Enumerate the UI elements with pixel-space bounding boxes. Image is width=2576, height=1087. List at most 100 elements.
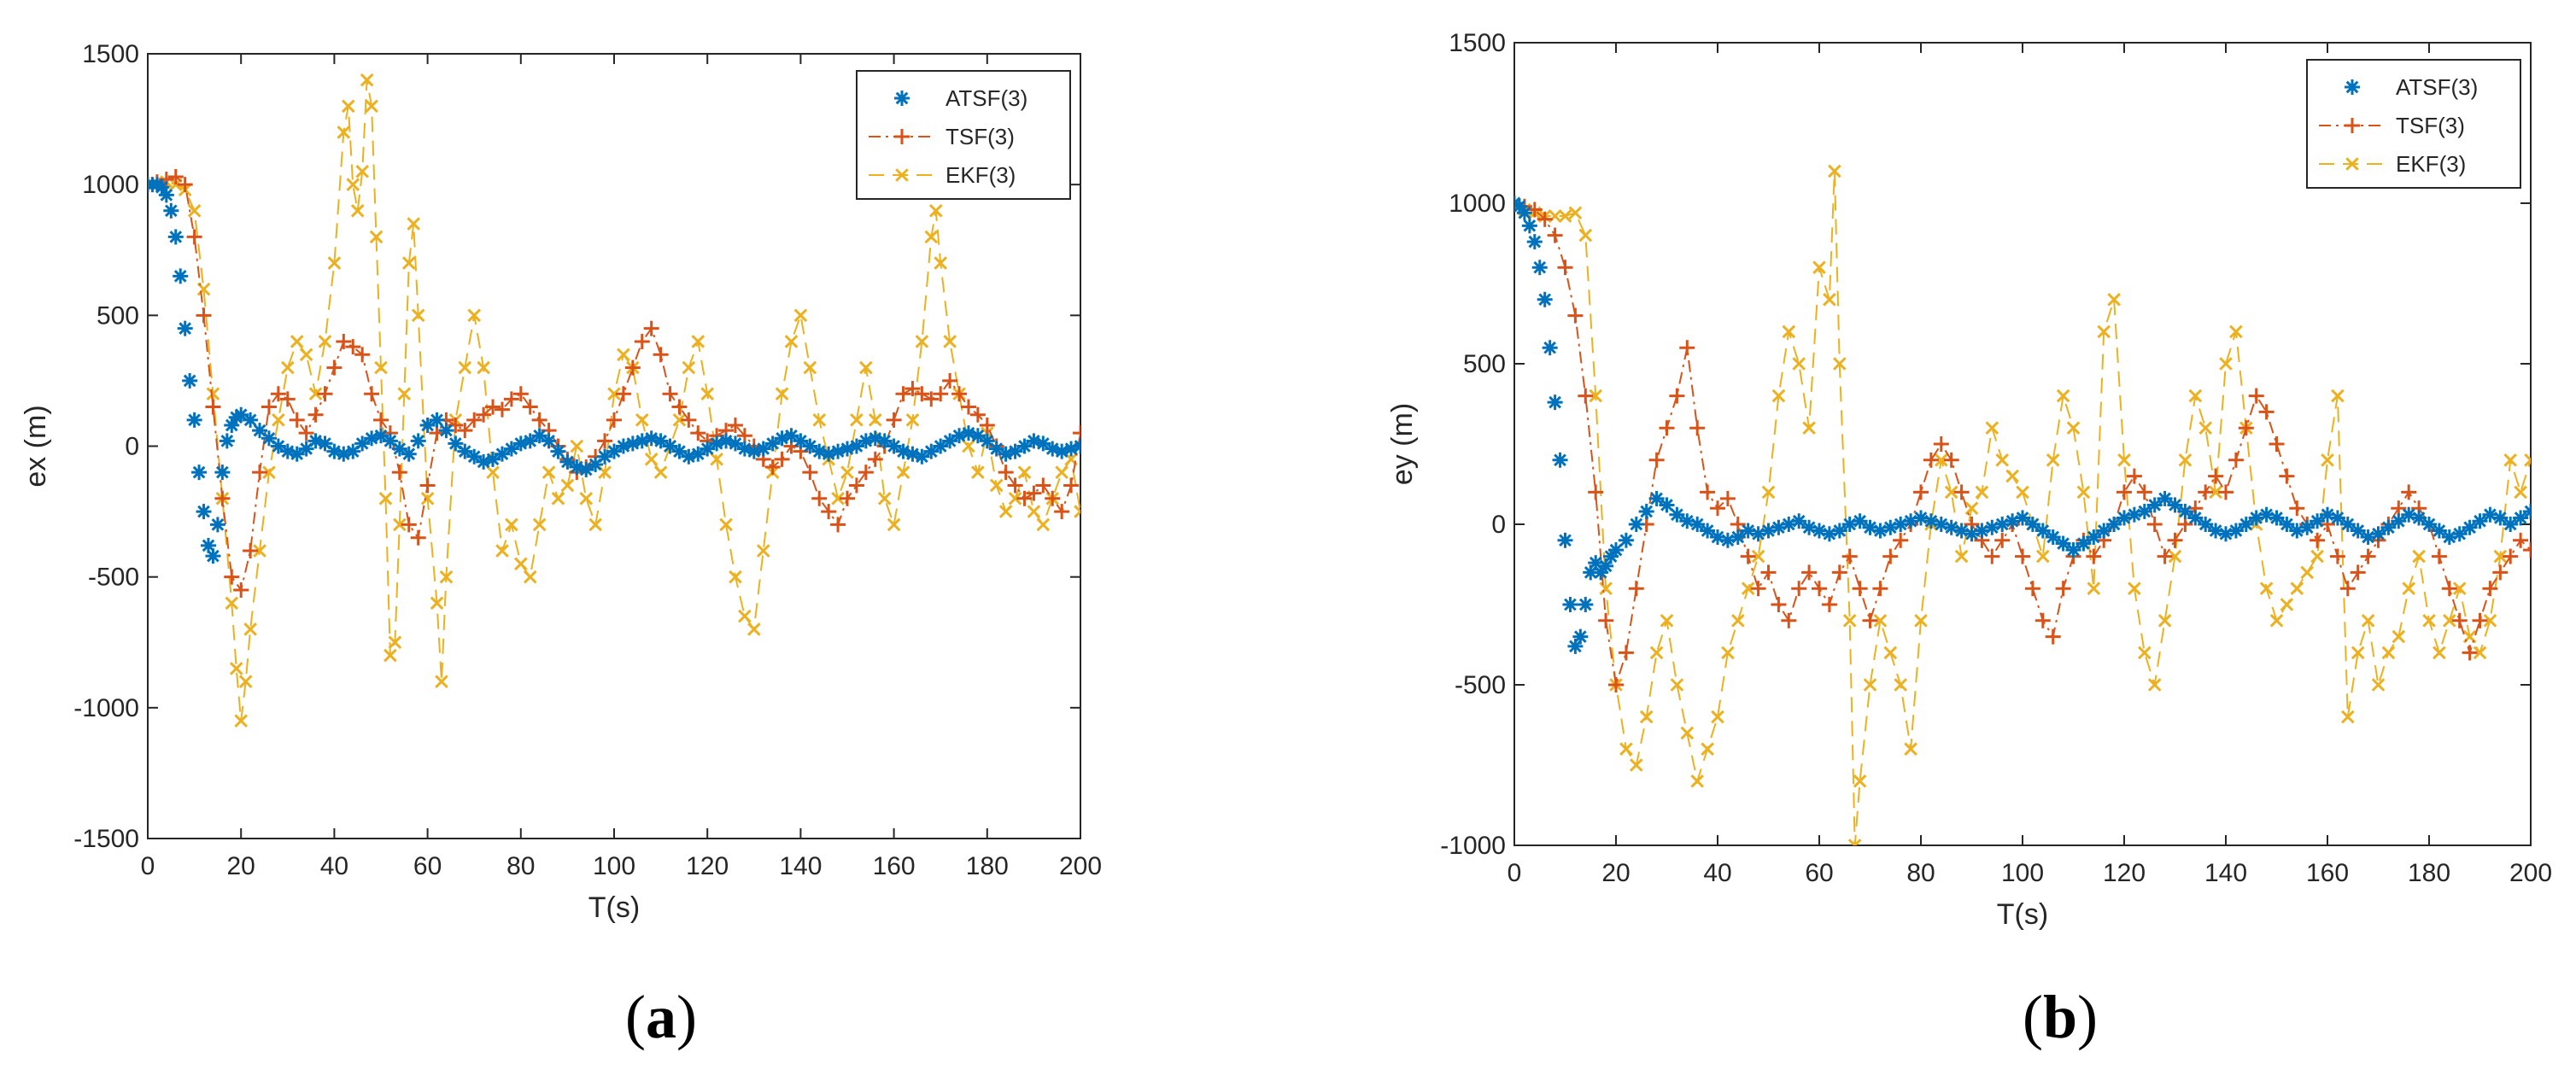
data-point — [2097, 324, 2111, 339]
data-point — [1639, 710, 1654, 724]
data-point — [1913, 510, 1929, 526]
data-point — [1802, 421, 1816, 435]
data-point — [1680, 726, 1695, 740]
legend-entry: ATSF(3) — [894, 85, 1027, 111]
x-tick-label: 160 — [2306, 859, 2349, 887]
y-tick-label: 500 — [97, 301, 139, 330]
data-point — [1578, 597, 1594, 612]
data-point — [2157, 548, 2173, 564]
data-point — [2483, 613, 2497, 628]
data-point — [1007, 477, 1023, 494]
data-point — [989, 478, 1004, 493]
data-point — [2370, 526, 2386, 542]
data-point — [998, 465, 1014, 481]
data-point — [2177, 503, 2193, 519]
data-point — [1054, 504, 1070, 520]
data-point — [182, 372, 198, 389]
data-point — [435, 675, 448, 689]
data-point — [812, 413, 827, 427]
data-point — [2280, 598, 2294, 611]
data-point — [2087, 581, 2101, 596]
data-point — [2198, 484, 2214, 500]
legend-marker-swatch — [894, 129, 910, 144]
data-point — [2473, 646, 2487, 660]
data-point — [224, 569, 240, 585]
data-point — [2075, 535, 2092, 552]
data-point — [1771, 389, 1786, 403]
data-point — [1036, 517, 1051, 532]
data-point — [2451, 612, 2468, 628]
data-point — [2350, 564, 2366, 581]
data-point — [710, 453, 723, 466]
data-point — [308, 387, 323, 401]
y-tick-label: -1000 — [1440, 832, 1506, 860]
data-point — [2147, 678, 2162, 692]
data-point — [886, 438, 902, 454]
data-point — [205, 399, 221, 415]
data-point — [1547, 227, 1563, 243]
data-point — [2299, 519, 2315, 535]
data-point — [2066, 421, 2081, 435]
legend-box — [856, 70, 1071, 200]
data-point — [167, 229, 184, 245]
data-point — [1679, 340, 1695, 356]
data-point — [391, 465, 407, 481]
legend-entry: EKF(3) — [869, 162, 1016, 188]
data-point — [951, 386, 968, 402]
data-point — [2412, 549, 2426, 564]
data-point — [1690, 774, 1705, 788]
data-point — [2024, 517, 2040, 532]
data-point — [1629, 758, 1643, 772]
data-point — [2513, 532, 2529, 548]
data-point — [289, 412, 305, 428]
data-point — [1588, 484, 1604, 500]
data-point — [2391, 513, 2407, 529]
data-point — [840, 465, 854, 479]
series-layer — [148, 73, 1080, 728]
data-point — [410, 529, 426, 546]
data-point — [821, 504, 837, 520]
data-point — [1761, 485, 1776, 500]
y-tick-label: 1000 — [1449, 190, 1506, 218]
data-point — [914, 386, 930, 402]
data-point — [1751, 549, 1765, 564]
data-point — [2401, 484, 2417, 500]
data-point — [719, 517, 733, 532]
data-point — [662, 386, 678, 402]
data-point — [388, 635, 402, 650]
data-point — [1700, 484, 1716, 500]
data-point — [2046, 453, 2060, 467]
data-point — [2371, 678, 2386, 692]
data-point — [1792, 357, 1806, 371]
data-point — [360, 73, 374, 87]
data-point — [1700, 523, 1716, 539]
data-point — [2107, 292, 2121, 307]
data-point — [2045, 529, 2061, 546]
data-point — [1882, 548, 1899, 564]
data-point — [2208, 468, 2224, 484]
data-point — [1852, 581, 1868, 597]
data-point — [942, 372, 958, 389]
data-point — [505, 517, 518, 532]
data-point — [1670, 678, 1684, 692]
series-atsf-3 — [1514, 196, 2531, 654]
chart-panel-b: 0 20 40 60 80 100 120 140 160 180 200 -1000 -500 0 500… — [1386, 29, 2552, 931]
data-point — [1648, 452, 1665, 468]
data-point — [2503, 548, 2519, 564]
data-point — [2493, 549, 2508, 564]
data-point — [1547, 394, 1563, 411]
data-point — [383, 648, 397, 663]
legend-entry: TSF(3) — [869, 124, 1015, 149]
data-point — [2096, 523, 2112, 539]
data-point — [1557, 532, 1573, 548]
data-point — [727, 417, 743, 433]
data-point — [429, 412, 445, 428]
data-point — [467, 308, 482, 323]
data-point — [2431, 548, 2447, 564]
data-point — [1873, 613, 1888, 628]
legend-marker-swatch — [2345, 79, 2360, 95]
data-point — [1578, 388, 1594, 404]
data-point — [934, 256, 948, 270]
data-point — [253, 544, 266, 558]
data-point — [1516, 205, 1532, 221]
